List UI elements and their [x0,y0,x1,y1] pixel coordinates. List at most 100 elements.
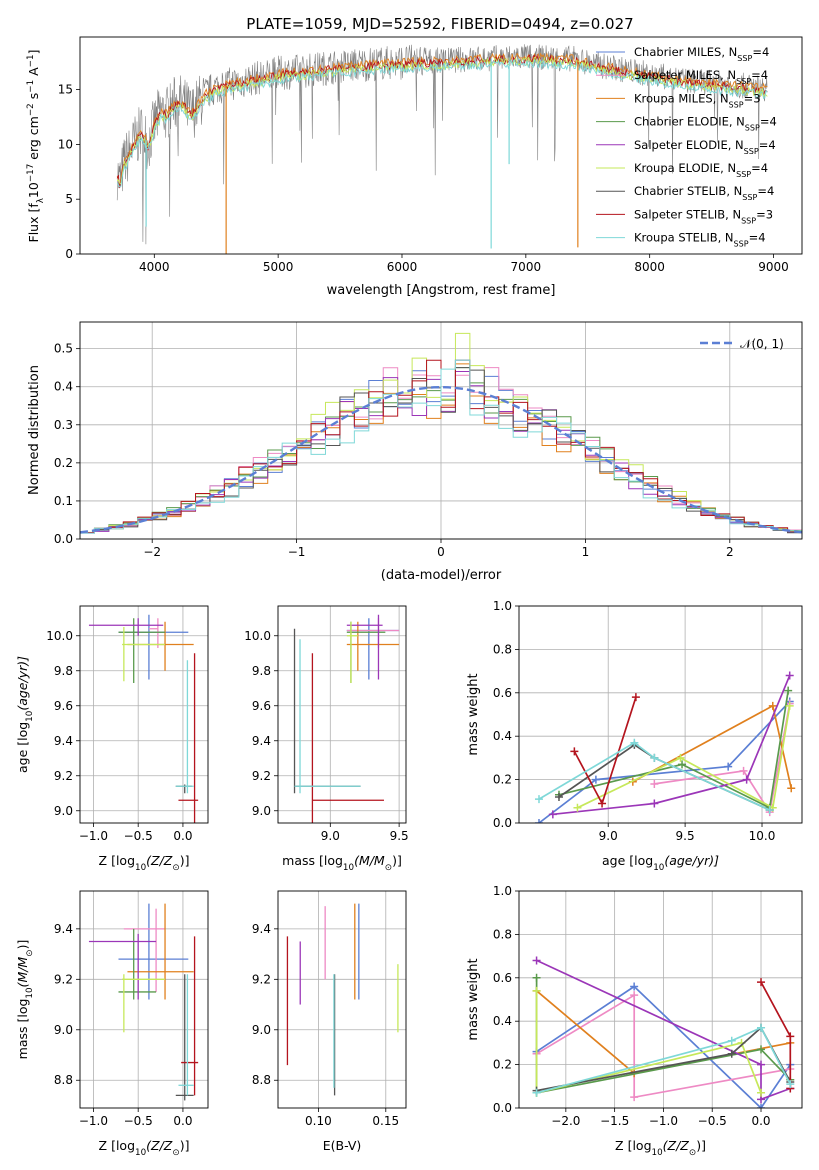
y-tick-label: 9.4 [54,734,73,748]
x-axis-label: Z [log10(Z/Z⊙)] [99,853,190,873]
weight-line [535,990,762,1094]
y-tick-label: 9.2 [252,769,271,783]
error-bar-point [346,618,400,680]
label-part: SSP [745,123,760,132]
y-tick-label: 9.0 [252,804,271,818]
chart-age-vs-Z: −1.0 −0.5 0.09.09.29.49.69.810.0Z [log10(Z… [15,605,209,873]
weight-series [532,986,766,1097]
weight-marker [532,956,541,965]
label-part: )] [180,853,190,868]
y-tick-label: 0.4 [493,729,512,743]
weight-marker [787,784,796,793]
error-bar-point [127,621,194,671]
x-tick-label: 9.5 [390,829,409,843]
error-bar-point [346,614,383,680]
x-tick-label: 1 [582,545,590,559]
label-part: Chabrier STELIB, N [634,184,742,198]
weight-line [552,675,791,816]
y-tick-label: 9.4 [252,922,271,936]
weight-marker [786,1032,795,1041]
label-part: =3 [756,207,773,221]
label-part: (age/yr)] [15,656,30,711]
label-part: mass [log [282,853,343,868]
weight-marker [757,978,766,987]
x-tick-label: 0.15 [372,1114,399,1128]
label-part: mass [log [15,999,30,1060]
label-part: 10 [25,711,35,722]
label-part: ⊙ [689,1148,696,1158]
error-bar-point [175,660,194,794]
y-tick-label: 8.8 [252,1073,271,1087]
weight-marker [757,1104,766,1108]
label-part: A [26,67,41,80]
weight-marker [650,799,659,808]
label-part: 10 [25,987,35,998]
weight-line [538,741,771,811]
label-part: SSP [741,216,756,225]
label-part: Z [log [99,1138,135,1153]
x-tick-label: 8000 [634,260,665,274]
figure-title: PLATE=1059, MJD=52592, FIBERID=0494, z=0… [246,15,633,33]
y-tick-label: 8.8 [54,1073,73,1087]
weight-line [577,705,791,810]
weight-line [536,959,791,1101]
y-tick-label: 0.0 [493,816,512,830]
error-bar-point [118,903,189,1000]
legend-entry: Kroupa STELIB, NSSP=4 [634,231,766,249]
y-tick-label: 9.2 [252,972,271,986]
error-bar-point [311,653,384,823]
error-bar-point [122,974,166,1033]
weight-marker [650,753,659,762]
label-part: Chabrier MILES, N [634,45,737,59]
label-part: Kroupa ELODIE, N [634,161,736,175]
y-tick-label: 0.2 [493,1058,512,1072]
label-part: SSP [744,146,759,155]
x-tick-label: −1.0 [79,1114,108,1128]
weight-marker [534,795,543,804]
weight-marker [785,671,794,680]
label-part: =3 [744,91,761,105]
error-bar-point [178,974,194,1096]
y-tick-label: 10.0 [244,629,271,643]
legend-entry: Kroupa MILES, NSSP=3 [634,91,761,109]
y-tick-label: 0.8 [493,927,512,941]
weight-marker [786,1080,795,1089]
weight-marker [727,1049,736,1058]
x-axis-label: E(B-V) [323,1138,362,1153]
label-part: SSP [736,77,751,86]
label-part: SSP [734,239,749,248]
label-part: ⊙ [385,863,392,873]
weight-marker [630,738,639,747]
label-part: −1 [26,80,36,93]
error-bar-point [88,618,164,636]
label-part: Z [log [615,1138,651,1153]
label-part: ] [26,50,41,55]
weight-series [548,671,794,819]
weight-marker [630,991,639,1000]
axes-frame [518,890,803,1109]
weight-marker [650,779,659,788]
weight-series [534,738,774,814]
axes-frame [277,605,407,824]
y-tick-label: 0.0 [493,1101,512,1115]
label-part: λ [36,198,46,203]
error-bar-point [118,618,166,683]
y-tick-label: 9.6 [54,699,73,713]
axes-frame [79,36,803,255]
label-part: (age/yr)] [664,853,719,868]
weight-line [538,700,791,823]
label-part: −17 [26,164,36,182]
weight-marker [554,792,563,801]
weight-marker [785,701,794,710]
label-part: 10 [652,1148,663,1158]
y-tick-label: 9.4 [54,922,73,936]
error-bar-point [118,928,157,1000]
error-bar-point [127,903,194,1000]
label-part: =4 [749,231,766,245]
y-tick-label: 9.2 [54,972,73,986]
label-part: =4 [751,161,768,175]
label-part: (M/M [354,853,385,868]
label-part: −2 [26,103,36,116]
x-tick-label: −0.5 [124,1114,153,1128]
